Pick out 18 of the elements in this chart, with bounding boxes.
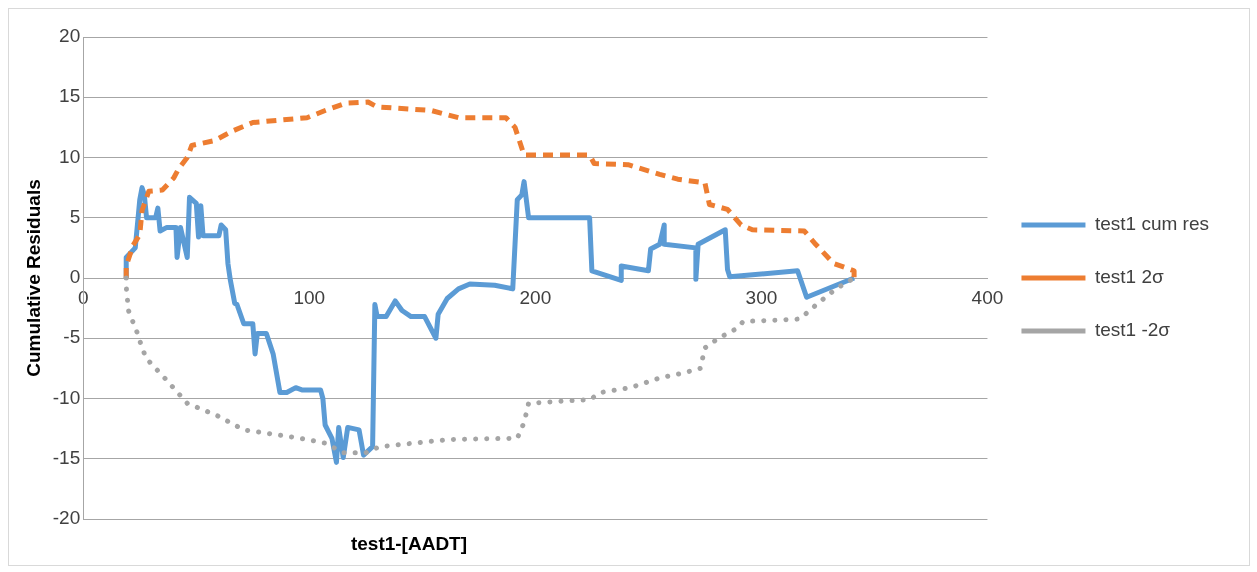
- y-tick-label: 5: [69, 205, 81, 227]
- y-axis-title: Cumulative Residuals: [22, 179, 44, 377]
- y-tick-label: -15: [52, 446, 81, 468]
- x-tick-label: 100: [293, 286, 326, 308]
- legend-label: test1 cum res: [1094, 213, 1210, 235]
- x-axis-title: test1-[AADT]: [349, 533, 469, 555]
- y-tick-label: -5: [63, 326, 81, 348]
- x-tick-label: 400: [971, 286, 1004, 308]
- y-tick-label: 15: [59, 85, 81, 107]
- legend-label: test1 2σ: [1094, 266, 1164, 288]
- x-tick-label: 200: [519, 286, 552, 308]
- y-tick-label: 0: [69, 266, 81, 288]
- x-tick-label: 300: [745, 286, 778, 308]
- y-tick-label: -10: [52, 386, 81, 408]
- y-tick-label: -20: [52, 507, 81, 529]
- legend-label: test1 -2σ: [1094, 319, 1171, 341]
- y-tick-label: 20: [59, 25, 81, 47]
- y-tick-label: 10: [59, 145, 81, 167]
